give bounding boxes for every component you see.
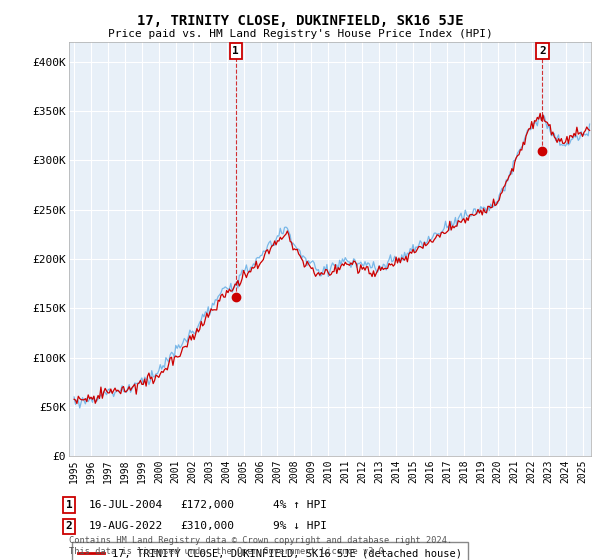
Legend: 17, TRINITY CLOSE, DUKINFIELD, SK16 5JE (detached house), HPI: Average price, de: 17, TRINITY CLOSE, DUKINFIELD, SK16 5JE …: [71, 543, 469, 560]
Text: 2: 2: [65, 521, 73, 531]
Text: Contains HM Land Registry data © Crown copyright and database right 2024.
This d: Contains HM Land Registry data © Crown c…: [69, 536, 452, 556]
Text: 16-JUL-2004: 16-JUL-2004: [89, 500, 163, 510]
Text: 17, TRINITY CLOSE, DUKINFIELD, SK16 5JE: 17, TRINITY CLOSE, DUKINFIELD, SK16 5JE: [137, 14, 463, 28]
Text: 1: 1: [65, 500, 73, 510]
Text: 1: 1: [232, 46, 239, 56]
Text: 4% ↑ HPI: 4% ↑ HPI: [273, 500, 327, 510]
Text: 2: 2: [539, 46, 546, 56]
Text: 19-AUG-2022: 19-AUG-2022: [89, 521, 163, 531]
Text: £310,000: £310,000: [180, 521, 234, 531]
Text: 9% ↓ HPI: 9% ↓ HPI: [273, 521, 327, 531]
Text: Price paid vs. HM Land Registry's House Price Index (HPI): Price paid vs. HM Land Registry's House …: [107, 29, 493, 39]
Text: £172,000: £172,000: [180, 500, 234, 510]
